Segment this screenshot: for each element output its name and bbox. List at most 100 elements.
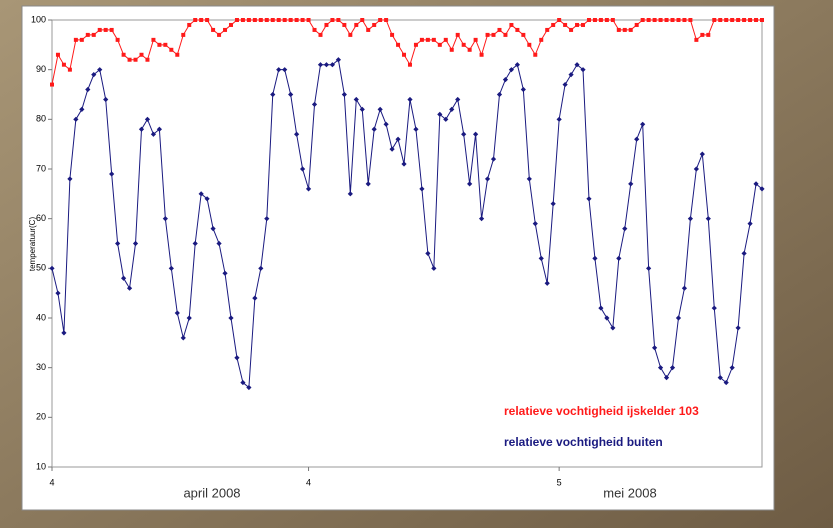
data-point bbox=[366, 27, 371, 32]
data-point bbox=[748, 18, 753, 22]
data-point bbox=[652, 345, 658, 351]
data-point bbox=[401, 161, 407, 167]
y-tick-label: 10 bbox=[36, 461, 46, 471]
data-point bbox=[330, 18, 335, 22]
data-point bbox=[85, 86, 91, 93]
data-point bbox=[389, 146, 395, 152]
data-point bbox=[288, 18, 293, 22]
data-point bbox=[174, 310, 180, 316]
data-point bbox=[473, 131, 479, 137]
data-point bbox=[138, 126, 145, 132]
data-point bbox=[539, 37, 544, 42]
data-point bbox=[563, 22, 568, 27]
data-point bbox=[622, 226, 628, 232]
data-point bbox=[491, 32, 496, 37]
data-point bbox=[628, 181, 634, 187]
data-point bbox=[664, 18, 669, 22]
data-point bbox=[348, 32, 353, 37]
data-point bbox=[127, 57, 132, 62]
data-point bbox=[378, 18, 383, 22]
data-point bbox=[497, 27, 502, 32]
data-point bbox=[73, 37, 78, 42]
data-point bbox=[305, 186, 312, 192]
data-point bbox=[640, 18, 645, 22]
data-point bbox=[646, 18, 651, 22]
data-point bbox=[50, 82, 54, 87]
data-point bbox=[181, 32, 186, 37]
data-point bbox=[688, 18, 693, 22]
data-point bbox=[443, 37, 448, 42]
data-point bbox=[533, 52, 538, 57]
y-tick-label: 30 bbox=[36, 362, 46, 372]
data-point bbox=[407, 96, 413, 103]
data-point bbox=[502, 77, 509, 83]
data-point bbox=[490, 156, 497, 162]
data-point bbox=[150, 131, 157, 137]
data-point bbox=[126, 285, 133, 291]
data-point bbox=[67, 67, 72, 72]
data-point bbox=[402, 52, 407, 57]
data-point bbox=[240, 18, 245, 22]
data-point bbox=[383, 121, 389, 127]
y-tick-label: 70 bbox=[36, 163, 46, 173]
data-point bbox=[622, 27, 627, 32]
data-point bbox=[323, 62, 330, 68]
data-point bbox=[580, 67, 586, 73]
data-point bbox=[431, 37, 436, 42]
data-point bbox=[610, 325, 616, 331]
data-point bbox=[581, 22, 586, 27]
data-point bbox=[705, 216, 711, 222]
data-point bbox=[97, 67, 103, 73]
data-point bbox=[681, 285, 688, 291]
data-point bbox=[168, 265, 174, 271]
data-point bbox=[700, 32, 705, 37]
data-point bbox=[246, 384, 252, 391]
data-point bbox=[193, 18, 198, 22]
data-point bbox=[354, 22, 359, 27]
y-tick-label: 90 bbox=[36, 64, 46, 74]
data-point bbox=[234, 18, 239, 22]
data-point bbox=[657, 365, 664, 371]
data-point bbox=[479, 52, 484, 57]
data-point bbox=[652, 18, 657, 22]
data-point bbox=[79, 106, 85, 112]
data-point bbox=[514, 62, 520, 68]
data-point bbox=[258, 265, 264, 271]
x-tick-label: 5 bbox=[557, 477, 562, 487]
data-point bbox=[646, 265, 652, 271]
data-point bbox=[735, 325, 741, 331]
data-point bbox=[449, 47, 454, 52]
data-point bbox=[205, 18, 210, 22]
data-point bbox=[712, 18, 717, 22]
data-point bbox=[760, 18, 764, 22]
data-point bbox=[544, 280, 550, 286]
data-point bbox=[157, 42, 162, 47]
data-point bbox=[634, 136, 640, 142]
data-point bbox=[526, 176, 532, 182]
month-label: april 2008 bbox=[183, 485, 240, 500]
data-point bbox=[759, 186, 765, 192]
data-point bbox=[329, 62, 336, 68]
data-point bbox=[258, 18, 263, 22]
data-point bbox=[604, 315, 610, 321]
data-point bbox=[699, 151, 705, 157]
data-point bbox=[377, 106, 383, 112]
data-point bbox=[425, 37, 430, 42]
data-point bbox=[282, 18, 287, 22]
data-point bbox=[753, 181, 759, 187]
data-point bbox=[478, 216, 485, 222]
data-point bbox=[85, 32, 90, 37]
data-point bbox=[115, 37, 120, 42]
data-point bbox=[407, 62, 412, 67]
data-point bbox=[264, 216, 270, 222]
data-point bbox=[342, 22, 347, 27]
data-point bbox=[222, 270, 228, 276]
data-point bbox=[616, 255, 622, 261]
data-point bbox=[675, 315, 682, 321]
data-point bbox=[461, 42, 466, 47]
data-point bbox=[55, 52, 60, 57]
data-point bbox=[687, 216, 694, 222]
data-point bbox=[610, 18, 615, 22]
data-point bbox=[437, 42, 442, 47]
data-point bbox=[264, 18, 269, 22]
